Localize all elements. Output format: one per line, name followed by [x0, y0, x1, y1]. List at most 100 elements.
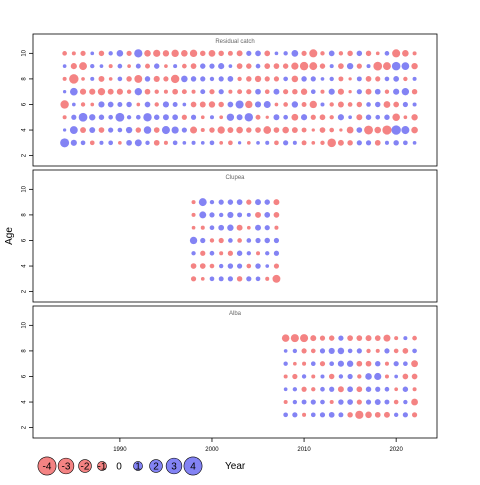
residual-bubble — [412, 51, 417, 56]
residual-bubble — [328, 373, 335, 380]
residual-bubble — [401, 88, 410, 96]
x-tick-label: 2020 — [389, 447, 403, 453]
legend-bubble — [183, 456, 203, 476]
panel-1: Clupea 2 4 6 8 10 — [22, 169, 438, 303]
residual-bubble — [346, 126, 354, 134]
residual-bubble — [98, 101, 105, 108]
residual-bubble — [291, 75, 299, 83]
residual-bubble — [365, 411, 372, 419]
residual-bubble — [98, 114, 105, 120]
residual-bubble — [391, 125, 401, 135]
legend-bubble — [57, 457, 75, 475]
residual-bubble — [374, 139, 381, 146]
residual-bubble — [384, 140, 389, 145]
y-tick-label: 4 — [22, 128, 28, 132]
residual-bubble — [301, 50, 307, 56]
residual-bubble — [282, 63, 289, 69]
residual-bubble — [291, 62, 299, 70]
residual-bubble — [356, 50, 363, 57]
residual-bubble — [384, 374, 389, 379]
residual-bubble — [89, 127, 96, 134]
residual-bubble — [171, 126, 179, 134]
residual-bubble — [237, 212, 243, 218]
residual-bubble — [62, 64, 67, 68]
residual-bubble — [181, 127, 187, 133]
residual-bubble — [264, 225, 270, 231]
residual-bubble — [348, 77, 352, 81]
residual-bubble — [263, 100, 271, 108]
residual-bubble — [218, 50, 224, 57]
residual-bubble — [347, 348, 353, 354]
residual-bubble — [134, 139, 142, 147]
residual-bubble — [339, 128, 343, 132]
residual-bubble — [134, 49, 143, 58]
residual-bubble — [412, 348, 417, 354]
residual-bubble — [209, 63, 215, 69]
residual-bubble — [403, 140, 408, 146]
residual-bubble — [62, 128, 67, 132]
residual-bubble — [164, 64, 168, 68]
residual-bubble — [254, 101, 262, 108]
residual-bubble — [292, 373, 298, 380]
residual-bubble — [189, 236, 198, 245]
residual-bubble — [108, 77, 113, 81]
residual-bubble — [81, 77, 85, 81]
residual-bubble — [227, 263, 234, 269]
residual-bubble — [338, 63, 344, 69]
residual-bubble — [365, 399, 372, 405]
residual-bubble — [190, 126, 198, 134]
residual-bubble — [153, 49, 161, 57]
residual-bubble — [347, 373, 353, 380]
residual-bubble — [172, 88, 178, 95]
residual-bubble — [80, 102, 86, 107]
residual-bubble — [71, 51, 76, 56]
residual-bubble — [246, 251, 251, 256]
residual-bubble — [384, 361, 389, 366]
y-tick-label: 10 — [22, 321, 28, 328]
residual-bubble — [283, 140, 289, 146]
residual-bubble — [219, 212, 224, 218]
residual-bubble — [375, 386, 381, 392]
residual-bubble — [191, 89, 196, 94]
residual-bubble — [190, 101, 197, 108]
y-tick-label: 10 — [22, 49, 28, 56]
y-tick-label: 6 — [22, 374, 28, 378]
residual-bubble — [208, 49, 216, 57]
panel-frame — [32, 33, 438, 167]
residual-bubble — [108, 127, 114, 133]
residual-bubble — [329, 400, 334, 405]
residual-bubble — [227, 76, 234, 82]
residual-bubble — [337, 139, 344, 146]
residual-bubble — [200, 63, 206, 69]
residual-bubble — [273, 114, 280, 121]
residual-bubble — [228, 64, 233, 68]
residual-bubble — [329, 361, 335, 367]
residual-bubble — [200, 115, 205, 120]
residual-bubble — [218, 89, 224, 95]
residual-bubble — [235, 100, 244, 109]
residual-bubble — [191, 225, 196, 230]
residual-bubble — [89, 88, 96, 95]
residual-bubble — [162, 114, 169, 121]
residual-bubble — [246, 63, 252, 69]
residual-bubble — [98, 50, 105, 57]
residual-bubble — [328, 411, 335, 418]
residual-bubble — [90, 76, 95, 81]
residual-bubble — [209, 115, 214, 120]
residual-bubble — [310, 412, 316, 418]
legend-bubble — [165, 457, 183, 475]
residual-bubble — [107, 101, 114, 108]
residual-bubble — [347, 386, 353, 393]
residual-bubble — [246, 76, 252, 82]
residual-bubble — [356, 101, 363, 108]
panel-frame — [32, 305, 438, 439]
residual-bubble — [338, 412, 344, 418]
residual-bubble — [356, 348, 362, 354]
residual-bubble — [209, 250, 215, 256]
residual-bubble — [181, 114, 187, 120]
residual-bubble — [401, 62, 410, 70]
residual-bubble — [219, 251, 224, 256]
residual-bubble — [411, 126, 418, 134]
residual-bubble — [291, 101, 299, 108]
residual-bubble — [329, 64, 334, 69]
